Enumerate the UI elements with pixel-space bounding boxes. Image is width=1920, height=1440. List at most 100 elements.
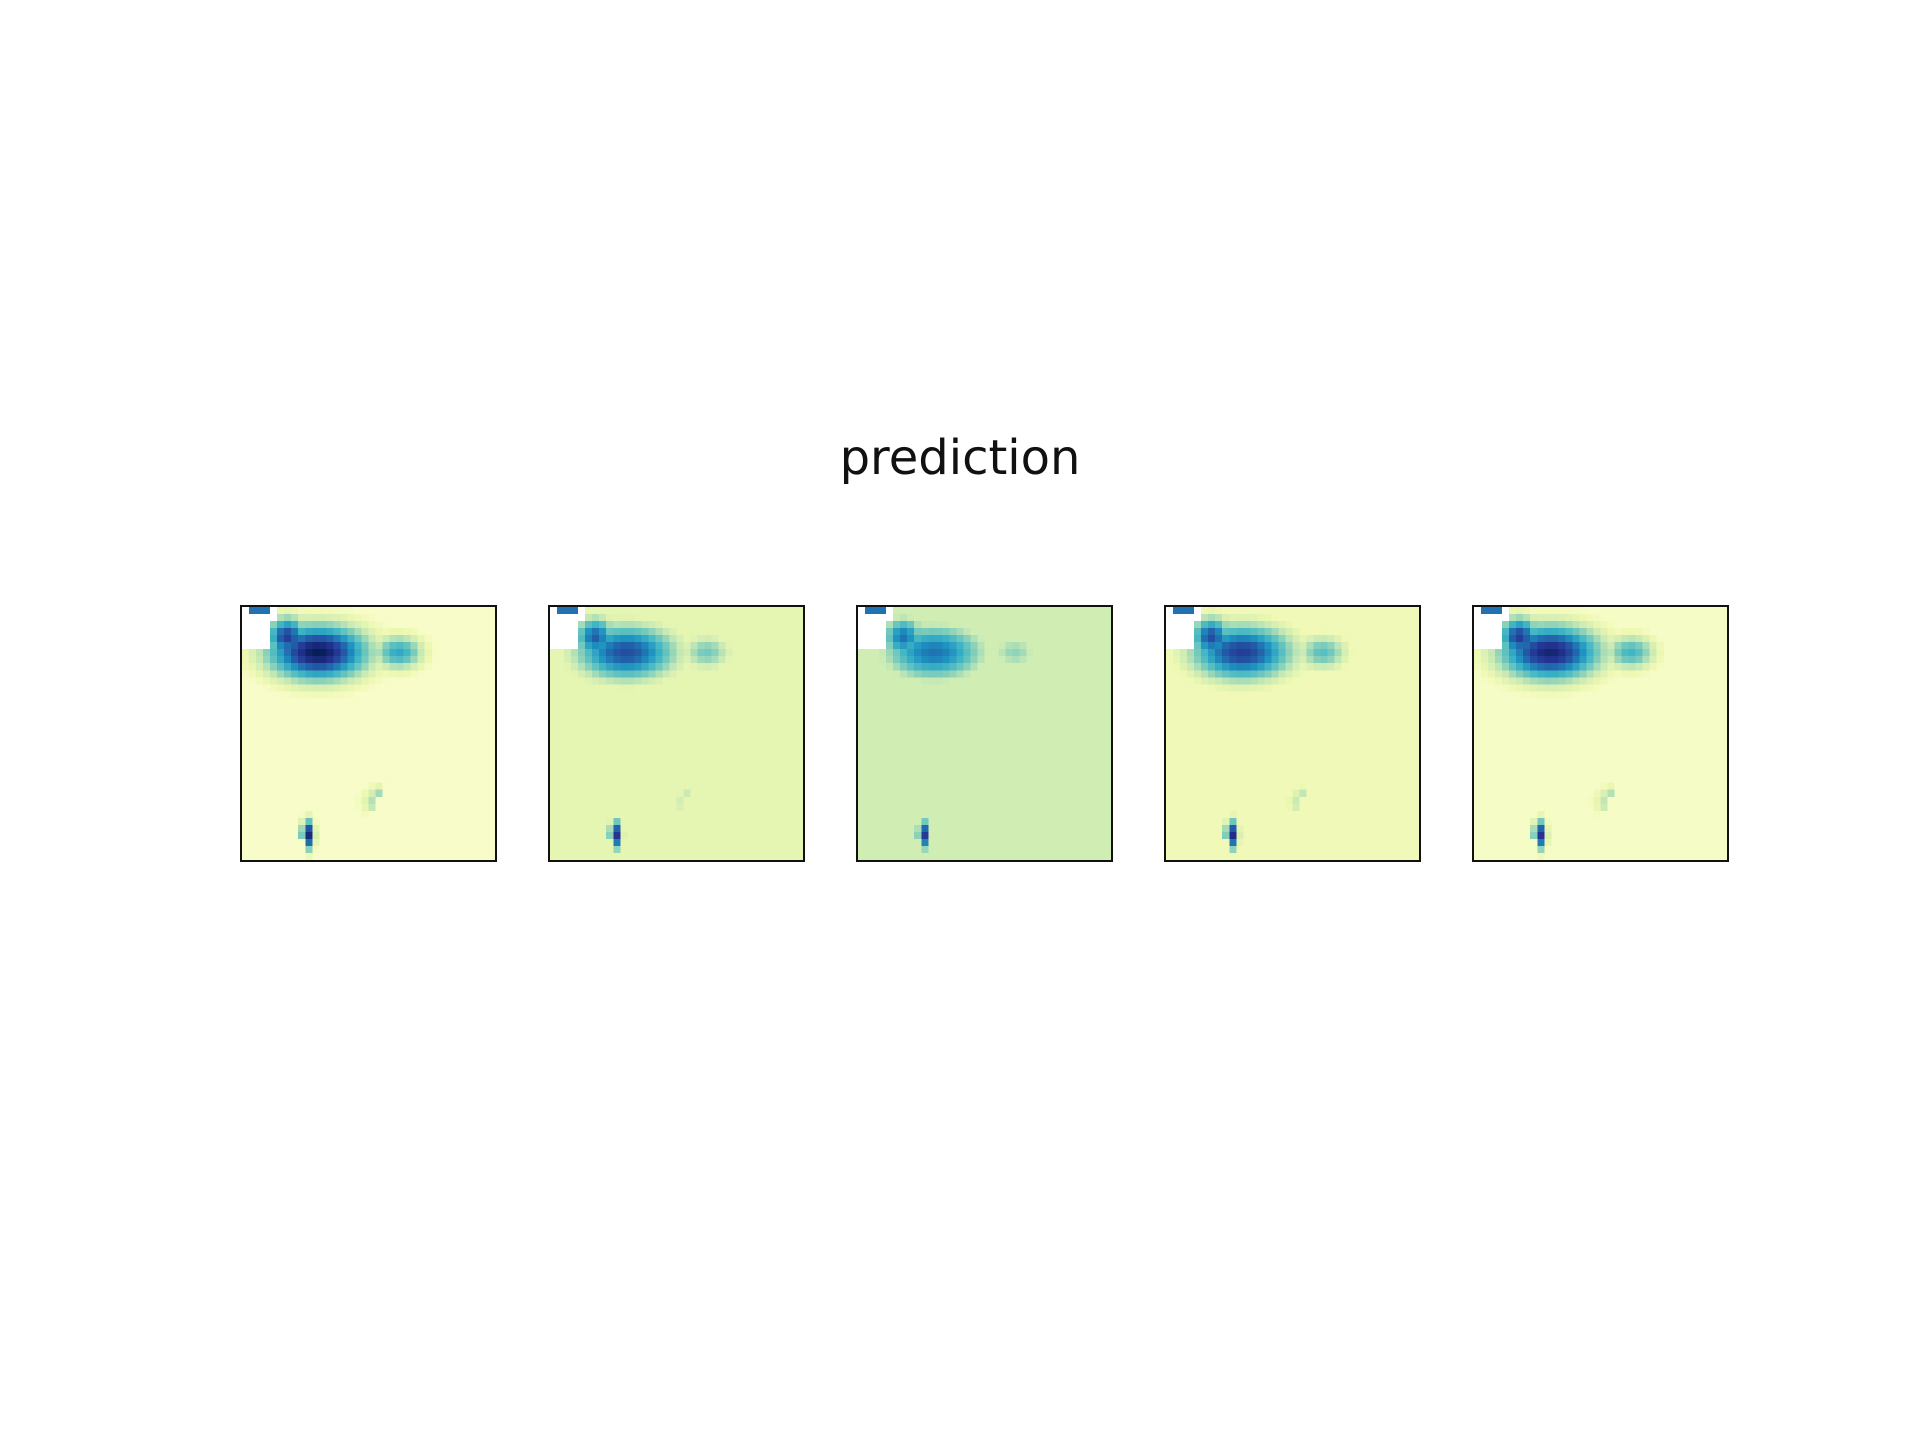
heatmap-cell: [1089, 670, 1098, 678]
heatmap-cell: [914, 684, 922, 692]
heatmap-cell: [676, 768, 685, 777]
heatmap-cell: [1019, 726, 1028, 735]
heatmap-cell: [1341, 656, 1350, 664]
heatmap-cell: [312, 768, 320, 777]
heatmap-cell: [1313, 628, 1322, 636]
heatmap-cell: [634, 614, 642, 622]
heatmap-cell: [1355, 621, 1364, 629]
heatmap-cell: [557, 796, 565, 805]
heatmap-cell: [858, 768, 866, 777]
heatmap-cell: [1271, 656, 1280, 664]
heatmap-cell: [487, 607, 495, 615]
heatmap-cell: [886, 810, 894, 819]
heatmap-cell: [991, 607, 1000, 615]
heatmap-cell: [1068, 817, 1077, 826]
heatmap-cell: [466, 607, 475, 615]
heatmap-cell: [711, 838, 720, 847]
heatmap-cell: [459, 621, 468, 629]
heatmap-cell: [718, 747, 727, 756]
heatmap-cell: [1061, 698, 1070, 706]
heatmap-cell: [1040, 845, 1049, 854]
heatmap-cell: [1250, 628, 1258, 636]
heatmap-cell: [1019, 831, 1028, 840]
heatmap-cell: [1068, 733, 1077, 742]
heatmap-cell: [655, 712, 664, 721]
heatmap-cell: [928, 824, 936, 833]
heatmap-cell: [711, 747, 720, 756]
heatmap-cell: [1019, 656, 1028, 664]
heatmap-cell: [1061, 649, 1070, 657]
heatmap-cell: [1173, 642, 1181, 650]
heatmap-cell: [767, 614, 776, 622]
heatmap-cell: [921, 754, 929, 763]
heatmap-cell: [774, 733, 783, 742]
heatmap-cell: [1369, 740, 1378, 749]
heatmap-cell: [1334, 635, 1343, 643]
heatmap-cell: [795, 824, 803, 833]
heatmap-cell: [914, 607, 922, 615]
heatmap-cell: [1082, 817, 1091, 826]
heatmap-cell: [795, 754, 803, 763]
heatmap-cell: [571, 754, 579, 763]
heatmap-cell: [1033, 719, 1042, 728]
heatmap-cell: [368, 628, 377, 636]
heatmap-cell: [1194, 621, 1202, 629]
heatmap-cell: [1068, 621, 1077, 629]
heatmap-cell: [1222, 698, 1230, 706]
heatmap-cell: [1089, 635, 1098, 643]
heatmap-cell: [410, 782, 419, 791]
heatmap-cell: [1257, 796, 1265, 805]
heatmap-cell: [249, 705, 257, 714]
heatmap-cell: [711, 649, 720, 657]
heatmap-cell: [1376, 740, 1385, 749]
heatmap-cell: [599, 796, 607, 805]
heatmap-cell: [1327, 684, 1336, 692]
heatmap-cell: [305, 642, 313, 650]
heatmap-cell: [711, 614, 720, 622]
heatmap-cell: [459, 628, 468, 636]
heatmap-cell: [1061, 677, 1070, 685]
heatmap-cell: [711, 761, 720, 770]
heatmap-cell: [907, 691, 915, 699]
heatmap-cell: [1208, 768, 1216, 777]
heatmap-cell: [1229, 789, 1237, 798]
heatmap-cell: [1229, 670, 1237, 678]
heatmap-cell: [487, 663, 495, 671]
heatmap-cell: [1201, 670, 1209, 678]
heatmap-cell: [1285, 754, 1294, 763]
heatmap-cell: [459, 649, 468, 657]
heatmap-cell: [585, 810, 593, 819]
heatmap-cell: [340, 642, 349, 650]
heatmap-cell: [774, 642, 783, 650]
heatmap-cell: [242, 838, 250, 847]
heatmap-cell: [284, 796, 292, 805]
heatmap-cell: [1054, 670, 1063, 678]
heatmap-cell: [389, 754, 398, 763]
heatmap-cell: [991, 768, 1000, 777]
heatmap-cell: [375, 845, 384, 854]
heatmap-cell: [872, 747, 880, 756]
heatmap-cell: [760, 642, 769, 650]
heatmap-cell: [473, 754, 482, 763]
heatmap-cell: [1404, 768, 1413, 777]
heatmap-cell: [1278, 803, 1287, 812]
heatmap-cell: [340, 656, 349, 664]
heatmap-cell: [1369, 789, 1378, 798]
heatmap-cell: [1327, 740, 1336, 749]
heatmap-cell: [886, 768, 894, 777]
heatmap-cell: [263, 691, 271, 699]
heatmap-cell: [1229, 796, 1237, 805]
heatmap-cell: [690, 852, 699, 860]
heatmap-cell: [375, 803, 384, 812]
heatmap-cell: [1306, 698, 1315, 706]
heatmap-cell: [592, 754, 600, 763]
heatmap-cell: [1320, 670, 1329, 678]
heatmap-cell: [312, 642, 320, 650]
heatmap-cell: [1411, 740, 1419, 749]
heatmap-cell: [1089, 845, 1098, 854]
heatmap-cell: [1194, 635, 1202, 643]
heatmap-cell: [781, 775, 790, 784]
heatmap-cell: [592, 677, 600, 685]
heatmap-cell: [935, 705, 943, 714]
heatmap-cell: [669, 642, 678, 650]
